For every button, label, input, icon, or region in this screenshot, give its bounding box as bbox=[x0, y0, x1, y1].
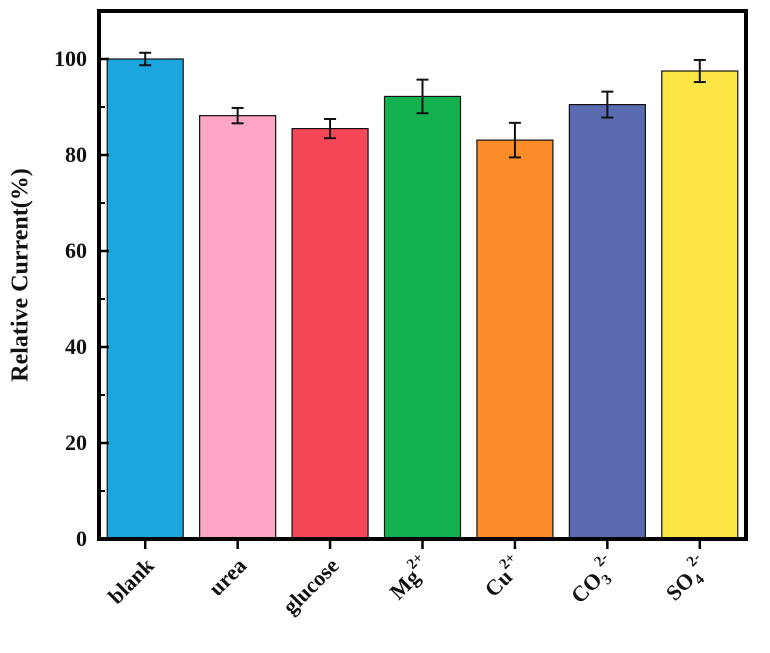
bar-4 bbox=[476, 139, 554, 540]
bar-1 bbox=[199, 115, 277, 540]
error-bar-4 bbox=[508, 121, 521, 159]
x-tick-label-5: CO32- bbox=[563, 550, 625, 612]
x-tick-label-0: blank bbox=[103, 552, 159, 608]
x-tick-label-2: glucose bbox=[278, 553, 344, 619]
y-tick-label-0: 0 bbox=[76, 526, 87, 551]
bars-layer bbox=[106, 58, 739, 540]
error-bars-layer bbox=[139, 51, 706, 159]
x-tick-label-4: Cu2+ bbox=[477, 550, 529, 602]
category-base-text: urea bbox=[204, 553, 252, 601]
error-bar-6 bbox=[693, 58, 706, 84]
error-bar-3 bbox=[416, 78, 429, 115]
bar-6 bbox=[661, 70, 739, 540]
error-bar-5 bbox=[601, 90, 614, 119]
error-bar-1 bbox=[231, 106, 244, 125]
category-superscript: 2- bbox=[592, 550, 612, 570]
y-axis-title: Relative Current(%) bbox=[8, 168, 34, 382]
category-base-text: Mg bbox=[385, 564, 425, 604]
y-ticks-layer: 0 20 40 60 80 100 bbox=[54, 46, 109, 551]
x-tick-label-6: SO42- bbox=[658, 550, 717, 609]
y-tick-label-2: 40 bbox=[65, 334, 87, 359]
x-labels-layer: blank urea glucose Mg2+ Cu2+ CO32- SO42- bbox=[103, 539, 717, 619]
y-tick-label-5: 100 bbox=[54, 46, 87, 71]
bar-2 bbox=[291, 128, 369, 540]
y-tick-label-3: 60 bbox=[65, 238, 87, 263]
error-bar-2 bbox=[324, 118, 337, 140]
bar-0 bbox=[106, 58, 184, 540]
y-tick-label-4: 80 bbox=[65, 142, 87, 167]
category-base-text: CO bbox=[566, 567, 607, 608]
error-bar-0 bbox=[139, 51, 152, 67]
category-base-text: glucose bbox=[278, 553, 344, 619]
category-base-text: SO bbox=[661, 567, 699, 605]
category-superscript: 2- bbox=[684, 550, 704, 570]
x-tick-label-3: Mg2+ bbox=[382, 550, 436, 604]
category-base-text: Cu bbox=[480, 564, 518, 602]
x-tick-label-1: urea bbox=[204, 553, 252, 601]
bar-3 bbox=[383, 95, 462, 540]
bar-5 bbox=[568, 103, 646, 540]
y-tick-label-1: 20 bbox=[65, 430, 87, 455]
category-base-text: blank bbox=[103, 552, 159, 608]
